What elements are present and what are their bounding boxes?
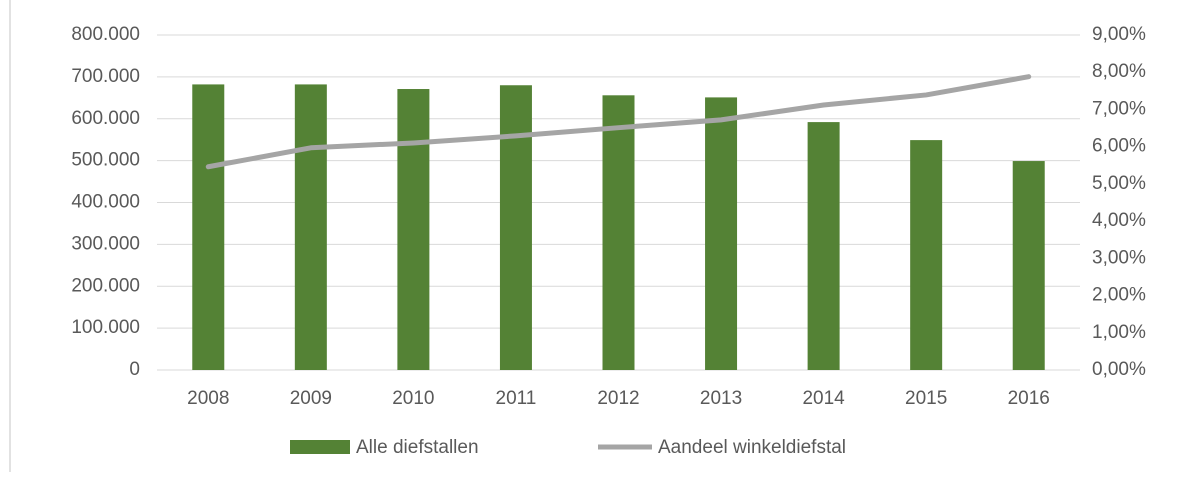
y-tick-label: 300.000 (71, 233, 140, 254)
y2-tick-label: 9,00% (1092, 24, 1146, 45)
y2-tick-label: 4,00% (1092, 210, 1146, 231)
bar (1012, 161, 1045, 370)
y-tick-label: 0 (129, 359, 140, 380)
legend-label: Alle diefstallen (356, 437, 479, 458)
bar (910, 140, 943, 370)
y2-tick-label: 2,00% (1092, 285, 1146, 306)
x-tick-label: 2013 (700, 388, 742, 409)
bar (602, 95, 635, 371)
line (205, 74, 1032, 170)
y-tick-label: 600.000 (71, 108, 140, 129)
bar (807, 122, 840, 370)
bar (294, 84, 327, 370)
legend-swatch (290, 440, 350, 454)
bar (192, 84, 225, 370)
y-tick-label: 200.000 (71, 275, 140, 296)
x-tick-label: 2012 (597, 388, 639, 409)
x-tick-label: 2016 (1008, 388, 1050, 409)
bar (705, 97, 738, 371)
bar (397, 89, 430, 371)
y-tick-label: 500.000 (71, 150, 140, 171)
y2-tick-label: 0,00% (1092, 359, 1146, 380)
legend-label: Aandeel winkeldiefstal (658, 437, 846, 458)
x-tick-label: 2015 (905, 388, 947, 409)
x-tick-label: 2009 (290, 388, 332, 409)
bar (499, 85, 532, 370)
x-tick-label: 2014 (802, 388, 845, 409)
y-tick-label: 400.000 (71, 192, 140, 213)
y2-tick-label: 7,00% (1092, 98, 1146, 119)
x-tick-label: 2011 (496, 388, 537, 409)
y2-tick-label: 3,00% (1092, 247, 1146, 268)
y2-tick-label: 8,00% (1092, 61, 1146, 82)
y-tick-label: 100.000 (71, 317, 140, 338)
x-tick-label: 2010 (392, 388, 434, 409)
y2-tick-label: 5,00% (1092, 173, 1146, 194)
x-tick-label: 2008 (187, 388, 229, 409)
y-tick-label: 800.000 (71, 24, 140, 45)
y2-tick-label: 1,00% (1092, 322, 1146, 343)
y2-tick-label: 6,00% (1092, 136, 1146, 157)
y-tick-label: 700.000 (71, 66, 140, 87)
